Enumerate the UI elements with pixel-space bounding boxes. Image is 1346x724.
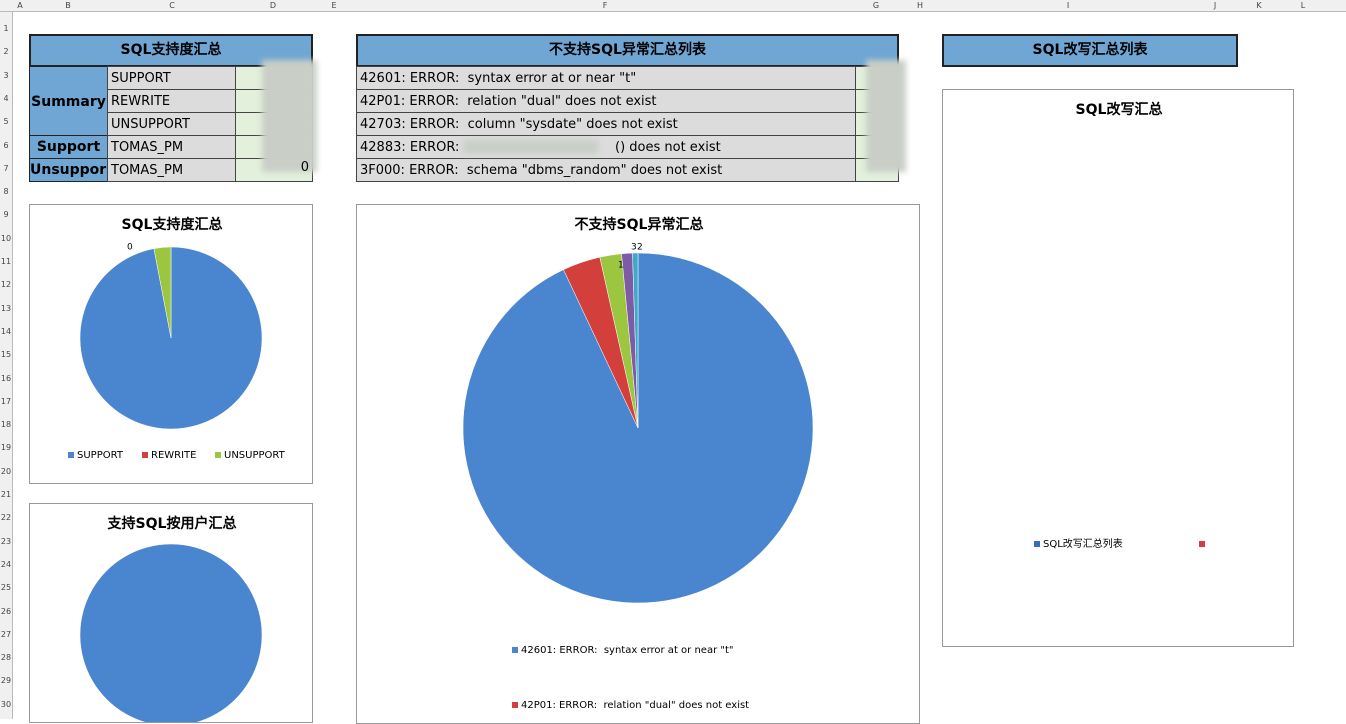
data-label: 2 bbox=[637, 243, 643, 253]
row-header: 3 bbox=[3, 70, 9, 80]
legend-swatch bbox=[512, 702, 518, 708]
row-header: 25 bbox=[0, 583, 12, 593]
chart-box: 支持SQL按用户汇总 bbox=[29, 503, 313, 723]
chart-title: SQL支持度汇总 bbox=[122, 216, 223, 233]
pie-slice bbox=[153, 246, 172, 339]
name-cell: SUPPORT bbox=[107, 66, 236, 90]
row-header: 5 bbox=[3, 117, 9, 127]
chart-title: SQL改写汇总 bbox=[1076, 101, 1163, 118]
column-header-bar bbox=[0, 0, 1346, 12]
name-cell: TOMAS_PM bbox=[107, 135, 236, 159]
chart: 支持SQL按用户汇总 bbox=[79, 515, 263, 722]
column-header: J bbox=[1213, 1, 1217, 10]
row-header: 12 bbox=[0, 280, 12, 290]
legend-swatch bbox=[68, 452, 74, 458]
column-header: K bbox=[1256, 1, 1262, 10]
row-header: 4 bbox=[3, 93, 9, 103]
name-cell: REWRITE bbox=[107, 89, 236, 113]
row-header: 9 bbox=[3, 210, 9, 220]
row-header: 27 bbox=[0, 629, 12, 639]
row-header: 26 bbox=[0, 606, 12, 616]
row-header: 11 bbox=[0, 257, 12, 266]
blur bbox=[866, 60, 906, 172]
column-header: I bbox=[1066, 1, 1070, 10]
data-label: 0 bbox=[127, 243, 133, 253]
pie-slice bbox=[632, 252, 639, 429]
table-title: SQL改写汇总列表 bbox=[942, 34, 1238, 67]
blur bbox=[262, 60, 317, 172]
legend-swatch bbox=[142, 452, 148, 458]
legend-swatch bbox=[1034, 541, 1040, 547]
row-header: 13 bbox=[0, 303, 12, 313]
column-header: A bbox=[17, 1, 23, 10]
legend-label: REWRITE bbox=[151, 450, 196, 461]
row-header: 17 bbox=[0, 396, 12, 406]
legend-label: 42601: ERROR: syntax error at or near "t… bbox=[521, 645, 733, 656]
row-header: 28 bbox=[0, 653, 12, 663]
legend-label: SQL改写汇总列表 bbox=[1043, 537, 1123, 550]
column-header: D bbox=[269, 1, 277, 10]
legend-swatch bbox=[215, 452, 221, 458]
error-cell: 42703: ERROR: column "sysdate" does not … bbox=[356, 112, 856, 136]
name-cell: UNSUPPORT bbox=[107, 112, 236, 136]
column-header: L bbox=[1300, 1, 1306, 10]
chart: SQL支持度汇总 SUPPORT REWRITE UNSUPPORT 0 bbox=[68, 216, 286, 461]
group-cell: Support bbox=[29, 135, 108, 159]
row-header: 19 bbox=[0, 443, 12, 453]
row-header: 8 bbox=[3, 187, 9, 197]
chart-box: SQL改写汇总 SQL改写汇总列表 bbox=[942, 89, 1294, 647]
chart-box: 不支持SQL异常汇总 42601: ERROR: syntax error at … bbox=[356, 204, 920, 724]
row-header: 21 bbox=[0, 490, 12, 499]
chart-title: 支持SQL按用户汇总 bbox=[107, 515, 237, 532]
column-header: H bbox=[916, 1, 923, 10]
row-header: 6 bbox=[3, 140, 9, 150]
column-header: E bbox=[331, 1, 337, 10]
error-cell: 3F000: ERROR: schema "dbms_random" does … bbox=[356, 158, 856, 182]
error-cell-end: () does not exist bbox=[615, 140, 721, 155]
legend-swatch bbox=[1199, 541, 1205, 547]
value-cell: 0 bbox=[300, 160, 309, 175]
name-cell: TOMAS_PM bbox=[107, 158, 236, 182]
error-cell: 42883: ERROR: bbox=[356, 135, 856, 159]
group-cell: Unsuppor bbox=[29, 158, 108, 182]
data-label: 1 bbox=[618, 261, 624, 271]
group-cell: Summary bbox=[29, 66, 108, 136]
legend-label: UNSUPPORT bbox=[224, 450, 286, 461]
row-header: 29 bbox=[0, 676, 12, 686]
row-header: 1 bbox=[3, 24, 9, 33]
row-header: 18 bbox=[0, 420, 12, 430]
row-header: 2 bbox=[3, 47, 9, 57]
blur bbox=[463, 140, 598, 154]
row-header: 24 bbox=[0, 559, 12, 569]
row-header-bar bbox=[0, 12, 13, 719]
chart-title: 不支持SQL异常汇总 bbox=[575, 216, 704, 233]
pie-slice bbox=[79, 543, 263, 722]
column-header: B bbox=[65, 1, 71, 10]
column-header: G bbox=[872, 1, 880, 10]
legend-swatch bbox=[512, 647, 518, 653]
row-header: 7 bbox=[3, 163, 9, 173]
column-header: C bbox=[169, 1, 175, 10]
row-header: 16 bbox=[0, 373, 12, 383]
chart: SQL改写汇总 SQL改写汇总列表 bbox=[1034, 101, 1205, 550]
chart-box: SQL支持度汇总 SUPPORT REWRITE UNSUPPORT 0 bbox=[29, 204, 313, 484]
error-cell: 42P01: ERROR: relation "dual" does not e… bbox=[356, 89, 856, 113]
legend-label: SUPPORT bbox=[77, 450, 124, 461]
row-header: 23 bbox=[0, 536, 12, 546]
row-header: 10 bbox=[0, 233, 12, 243]
row-header: 15 bbox=[0, 350, 12, 360]
data-label: 3 bbox=[631, 243, 637, 253]
row-header: 30 bbox=[0, 699, 12, 709]
error-cell: 42601: ERROR: syntax error at or near "t… bbox=[356, 66, 856, 90]
table-title: 不支持SQL异常汇总列表 bbox=[356, 34, 899, 67]
row-header: 22 bbox=[0, 513, 12, 523]
legend-label: 42P01: ERROR: relation "dual" does not e… bbox=[521, 700, 749, 711]
chart: 不支持SQL异常汇总 42601: ERROR: syntax error at … bbox=[462, 216, 814, 711]
column-header: F bbox=[602, 1, 608, 10]
row-header: 20 bbox=[0, 466, 12, 476]
row-header: 14 bbox=[0, 326, 12, 336]
